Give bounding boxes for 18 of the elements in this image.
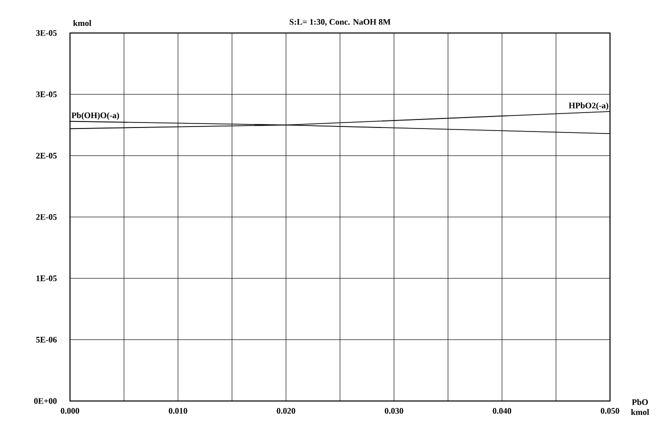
x-tick-label: 0.000 — [60, 408, 80, 414]
x-tick-label: 0.020 — [276, 408, 296, 414]
y-axis-title: kmol — [73, 20, 92, 26]
x-tick-label: 0.050 — [600, 408, 620, 414]
y-tick-label: 2E-05 — [36, 214, 57, 220]
series-label: Pb(OH)O(-a) — [72, 112, 120, 120]
y-tick-label: 3E-05 — [36, 91, 57, 98]
y-tick-label: 2E-05 — [36, 152, 57, 159]
y-tick-label: 5E-06 — [36, 336, 57, 343]
chart-title: S:L= 1:30, Conc. NaOH 8M — [290, 19, 391, 26]
y-tick-label: 3E-05 — [36, 30, 57, 36]
x-tick-label: 0.010 — [168, 408, 188, 414]
x-tick-label: 0.030 — [384, 408, 404, 414]
y-tick-label: 1E-05 — [36, 275, 57, 282]
series-label: HPbO2(-a) — [568, 102, 608, 110]
x-axis-title: PbO kmol — [631, 399, 650, 415]
x-tick-label: 0.040 — [492, 408, 512, 414]
y-tick-label: 0E+00 — [34, 398, 57, 404]
